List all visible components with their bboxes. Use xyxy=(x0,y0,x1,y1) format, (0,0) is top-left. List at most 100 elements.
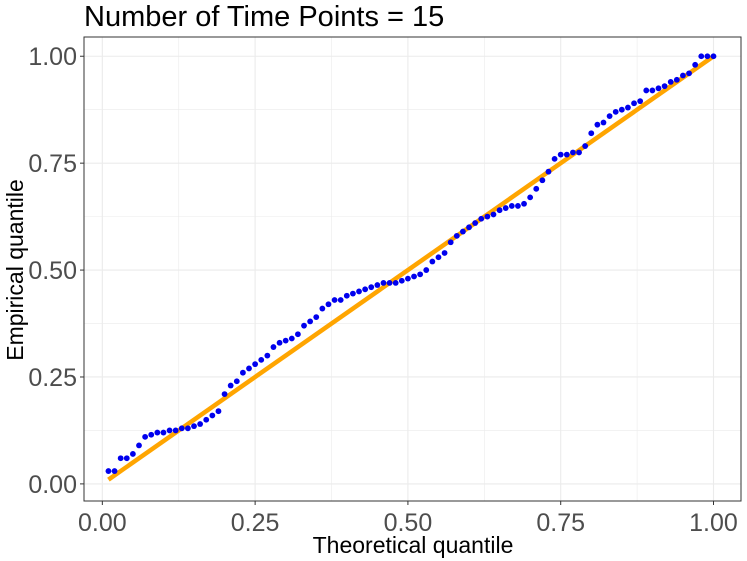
data-point xyxy=(337,297,344,303)
data-point xyxy=(203,416,210,423)
data-point xyxy=(227,382,234,389)
data-point xyxy=(374,282,381,288)
data-point xyxy=(270,344,277,350)
data-point xyxy=(447,239,454,246)
data-point xyxy=(600,119,607,126)
data-point xyxy=(539,177,546,184)
data-point xyxy=(478,215,485,222)
data-point xyxy=(417,271,424,278)
data-point xyxy=(625,104,631,111)
data-point xyxy=(105,468,112,474)
data-point xyxy=(496,207,503,214)
data-point xyxy=(221,391,228,397)
data-point xyxy=(423,267,430,273)
data-point xyxy=(515,203,521,209)
data-point xyxy=(435,254,442,261)
data-point xyxy=(258,356,265,363)
y-axis-ticks: 0.00 0.25 0.50 0.75 1.00 xyxy=(28,43,84,499)
data-point xyxy=(301,322,307,329)
y-tick-label: 0.00 xyxy=(28,471,77,499)
data-point xyxy=(680,72,686,79)
data-point xyxy=(686,70,692,77)
data-point xyxy=(215,408,222,415)
data-point xyxy=(618,106,625,113)
data-point xyxy=(649,87,656,94)
data-point xyxy=(570,149,576,156)
data-point xyxy=(148,431,155,438)
reference-line-group xyxy=(107,54,715,482)
data-point xyxy=(698,53,705,60)
panel-border xyxy=(83,36,742,502)
data-point xyxy=(673,76,680,83)
data-point xyxy=(667,79,674,85)
y-tick-label: 0.25 xyxy=(28,364,77,392)
data-point xyxy=(142,433,149,440)
data-point xyxy=(551,155,558,162)
data-point xyxy=(233,378,240,385)
x-axis-ticks: 0.00 0.25 0.50 0.75 1.00 xyxy=(78,501,738,537)
data-point xyxy=(557,151,564,158)
x-tick-label: 0.50 xyxy=(384,509,433,537)
data-point xyxy=(392,279,399,286)
data-point xyxy=(429,258,436,265)
data-point xyxy=(508,203,515,209)
data-point xyxy=(111,468,118,474)
data-point xyxy=(325,301,332,308)
data-point xyxy=(545,168,552,175)
data-point xyxy=(282,337,289,344)
data-point xyxy=(350,290,356,297)
data-point xyxy=(313,314,320,321)
data-point xyxy=(502,205,509,211)
data-point xyxy=(582,143,589,149)
reference-line xyxy=(107,54,715,482)
data-point xyxy=(136,442,142,449)
data-point xyxy=(453,232,460,239)
data-point xyxy=(160,429,167,436)
data-point xyxy=(643,87,650,94)
data-point xyxy=(576,149,582,156)
data-point xyxy=(129,451,136,457)
data-point xyxy=(490,211,497,218)
data-point xyxy=(637,98,644,105)
data-point xyxy=(472,220,479,226)
y-tick-label: 1.00 xyxy=(28,43,77,71)
data-point xyxy=(191,423,197,430)
data-point xyxy=(612,108,619,115)
data-point xyxy=(362,286,369,293)
data-point xyxy=(264,352,271,359)
data-point xyxy=(288,335,295,342)
data-point xyxy=(240,369,246,376)
data-point xyxy=(386,279,393,286)
data-point xyxy=(704,53,711,60)
x-tick-label: 0.00 xyxy=(78,509,127,537)
data-point xyxy=(466,224,472,231)
data-point xyxy=(307,318,314,325)
data-point xyxy=(521,200,527,207)
data-point xyxy=(594,121,601,128)
data-point xyxy=(380,279,387,286)
data-point xyxy=(631,100,637,107)
data-point xyxy=(172,427,179,434)
x-tick-label: 1.00 xyxy=(689,509,738,537)
y-axis-title: Empirical quantile xyxy=(2,179,28,361)
data-point xyxy=(405,275,411,282)
data-points-group xyxy=(105,53,717,474)
data-point xyxy=(411,273,417,280)
data-point xyxy=(398,277,405,284)
data-point xyxy=(527,194,534,201)
data-point xyxy=(460,228,466,235)
data-point xyxy=(276,339,283,346)
x-axis-title: Theoretical quantile xyxy=(313,532,514,558)
data-point xyxy=(117,455,124,462)
data-point xyxy=(563,151,570,158)
y-tick-label: 0.75 xyxy=(28,150,77,178)
data-point xyxy=(197,421,204,427)
data-point xyxy=(184,425,191,432)
data-point xyxy=(252,361,259,368)
data-point xyxy=(710,53,717,60)
data-point xyxy=(692,61,699,68)
data-point xyxy=(123,455,130,462)
data-point xyxy=(356,288,362,295)
data-point xyxy=(661,83,668,90)
